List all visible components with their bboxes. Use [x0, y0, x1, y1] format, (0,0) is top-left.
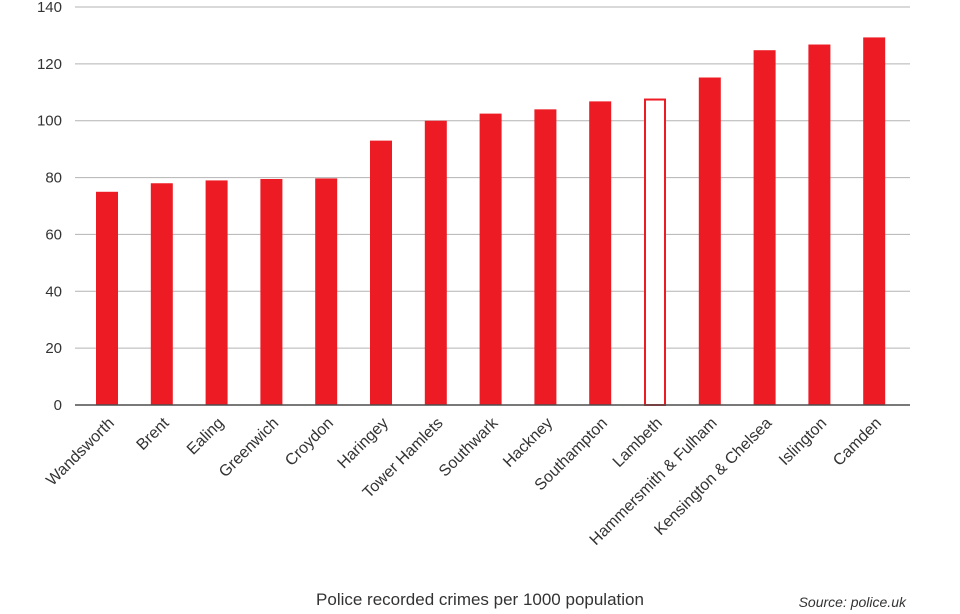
category-label: Ealing: [184, 415, 227, 458]
category-label: Hackney: [500, 415, 556, 471]
y-tick-label: 0: [54, 397, 62, 414]
category-label: Greenwich: [216, 415, 282, 481]
y-tick-label: 40: [45, 283, 62, 300]
y-tick-label: 60: [45, 226, 62, 243]
bar: [808, 44, 831, 405]
bar: [370, 140, 392, 405]
bar: [589, 101, 612, 405]
bar: [260, 178, 283, 405]
y-tick-label: 80: [45, 170, 62, 187]
y-tick-label: 100: [37, 113, 62, 130]
bar-highlighted: [644, 98, 666, 406]
bar: [479, 113, 502, 405]
y-tick-label: 120: [37, 56, 62, 73]
bar: [315, 178, 338, 405]
category-label: Croydon: [282, 415, 337, 470]
bars: [96, 37, 886, 406]
y-tick-label: 140: [37, 0, 62, 16]
bar: [424, 120, 447, 405]
category-label: Southwark: [436, 414, 502, 480]
category-label-highlighted: Lambeth: [610, 415, 666, 471]
category-label: Brent: [134, 414, 173, 453]
bar: [753, 50, 776, 406]
category-label: Camden: [830, 415, 885, 470]
bar: [534, 109, 557, 405]
bar: [863, 37, 886, 405]
bar: [698, 77, 721, 405]
category-label: Haringey: [335, 415, 392, 472]
y-tick-label: 20: [45, 340, 62, 357]
source-note: Source: police.uk: [798, 594, 906, 610]
bar: [96, 191, 118, 405]
category-label: Wandsworth: [43, 415, 117, 489]
x-axis-label: Police recorded crimes per 1000 populati…: [316, 590, 644, 609]
bar: [150, 183, 173, 405]
y-axis-ticks: 0 20 40 60 80 100 120 140: [37, 0, 62, 414]
category-label: Islington: [776, 415, 830, 469]
bar: [205, 180, 228, 405]
